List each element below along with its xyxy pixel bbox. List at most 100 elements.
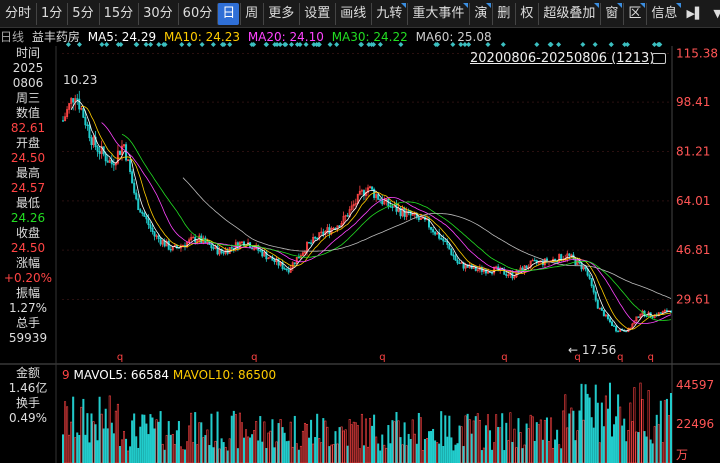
candle-body <box>84 117 87 126</box>
volume-bar <box>198 422 201 463</box>
toolbar-item-18[interactable]: 区 <box>623 2 646 25</box>
volume-bar <box>332 444 335 463</box>
candle-body <box>212 247 215 249</box>
candle-body <box>240 241 243 243</box>
volume-bar <box>582 419 585 463</box>
volume-bar <box>570 407 573 463</box>
volume-bar <box>495 414 498 463</box>
volume-bar <box>629 402 632 463</box>
volume-bar <box>586 393 589 463</box>
range-menu-icon[interactable] <box>652 53 666 64</box>
dividend-marker: q <box>617 352 623 363</box>
candle-body <box>100 146 103 154</box>
info-value: 82.61 <box>10 121 46 135</box>
dropdown-triangle-icon[interactable]: ▼ <box>713 7 720 20</box>
volume-bar <box>523 444 526 463</box>
volume-bar <box>564 394 567 463</box>
toolbar-item-2[interactable]: 5分 <box>67 2 97 25</box>
volume-bar <box>381 434 384 463</box>
candle-body <box>584 266 587 270</box>
volume-bar <box>230 415 233 463</box>
toolbar-item-17[interactable]: 窗 <box>600 2 623 25</box>
volume-bar <box>615 416 618 463</box>
candle-body <box>389 205 392 208</box>
volume-bar <box>470 433 473 463</box>
candle-body <box>619 329 622 332</box>
toolbar-item-8[interactable]: 更多 <box>263 2 298 25</box>
volume-bar <box>112 433 115 463</box>
toolbar-item-10[interactable]: 画线 <box>335 2 370 25</box>
dividend-marker: q <box>251 352 257 363</box>
volume-bar <box>458 425 461 463</box>
candle-body <box>120 145 123 155</box>
toolbar-item-12[interactable]: 重大事件 <box>407 2 469 25</box>
volume-bar <box>320 442 323 463</box>
submenu-corner-icon <box>401 2 407 8</box>
volume-bar <box>72 396 75 463</box>
volume-bar <box>606 408 609 463</box>
event-diamond-icon <box>608 42 614 47</box>
candle-body <box>141 212 144 214</box>
volume-bar <box>501 413 504 463</box>
candle-body <box>263 251 266 257</box>
candle-body <box>310 242 313 244</box>
candle-body <box>72 98 75 103</box>
volume-bar <box>275 441 278 463</box>
toolbar-item-1[interactable]: 1分 <box>36 2 66 25</box>
event-diamond-icon <box>115 42 121 47</box>
volume-bar <box>613 424 616 463</box>
candle-body <box>594 291 597 301</box>
toolbar-item-7[interactable]: 周 <box>240 2 262 25</box>
volume-bar <box>655 414 658 463</box>
toolbar-item-14[interactable]: 删 <box>492 2 514 25</box>
volume-bar <box>657 424 660 463</box>
volume-bar <box>625 441 628 463</box>
toolbar-item-4[interactable]: 30分 <box>138 2 177 25</box>
volume-bar <box>446 436 449 463</box>
ma30-line <box>121 134 672 321</box>
chart-period-label[interactable]: 日线 <box>0 30 25 44</box>
event-diamond-icon <box>227 42 233 47</box>
volume-bar <box>253 430 256 463</box>
submenu-corner-icon <box>463 2 469 8</box>
toolbar-item-13[interactable]: 演 <box>469 2 492 25</box>
volume-bar <box>537 424 540 463</box>
toolbar-item-6[interactable]: 日 <box>217 2 240 25</box>
candle-body <box>651 316 654 318</box>
volume-bar <box>190 412 193 463</box>
volume-bar <box>399 437 402 463</box>
toolbar-item-11[interactable]: 九转 <box>371 2 407 25</box>
candle-body <box>64 116 67 122</box>
event-diamond-icon <box>450 42 456 47</box>
price-tick-label: 46.81 <box>676 243 710 257</box>
pin-right-icon[interactable]: ▶▌ <box>686 7 704 20</box>
candle-body <box>537 261 540 264</box>
volume-bar <box>348 419 351 463</box>
candle-body <box>604 314 607 317</box>
date-range-label[interactable]: 20200806-20250806 (1213) <box>470 51 655 66</box>
event-diamond-icon <box>311 42 317 47</box>
volume-bar <box>62 434 65 463</box>
toolbar-item-3[interactable]: 15分 <box>98 2 138 25</box>
event-diamond-icon <box>314 42 320 47</box>
toolbar-item-0[interactable]: 分时 <box>5 5 32 21</box>
candle-body <box>379 199 382 201</box>
volume-bar <box>419 417 422 463</box>
toolbar-item-5[interactable]: 60分 <box>177 2 217 25</box>
volume-bar <box>94 424 97 463</box>
toolbar-item-16[interactable]: 超级叠加 <box>538 2 600 25</box>
volume-bar <box>212 447 215 463</box>
toolbar-item-15[interactable]: 权 <box>515 2 537 25</box>
candle-body <box>582 266 585 270</box>
volume-bar <box>179 446 182 463</box>
candle-body <box>283 268 286 270</box>
toolbar-item-19[interactable]: 信息 <box>646 2 682 25</box>
candle-body <box>444 240 447 243</box>
candle-body <box>369 186 372 189</box>
info-value: 2025 <box>12 61 44 75</box>
volume-bar <box>301 430 304 463</box>
event-diamond-icon <box>277 42 283 47</box>
volume-bar <box>568 413 571 463</box>
toolbar-item-9[interactable]: 设置 <box>299 2 334 25</box>
